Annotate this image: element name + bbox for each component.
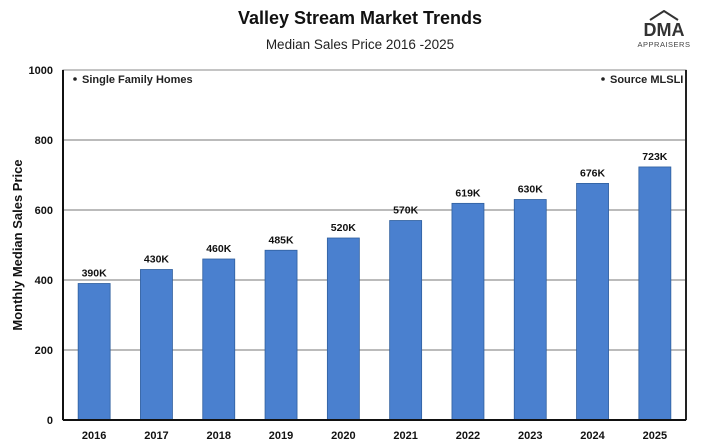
x-tick-label: 2017	[144, 430, 168, 442]
y-axis-label: Monthly Median Sales Price	[10, 159, 25, 330]
bar-2019	[264, 249, 298, 421]
y-tick-label: 0	[47, 415, 53, 427]
bar-2021	[389, 220, 423, 421]
x-tick-label: 2018	[207, 430, 231, 442]
data-label: 390K	[82, 268, 108, 280]
x-tick-label: 2023	[518, 430, 542, 442]
data-label: 619K	[455, 187, 481, 199]
data-label: 723K	[642, 151, 668, 163]
x-tick-label: 2021	[393, 430, 417, 442]
x-tick-label: 2020	[331, 430, 355, 442]
x-tick-label: 2025	[643, 430, 667, 442]
svg-text:DMA: DMA	[644, 20, 685, 40]
bar-2018	[202, 258, 236, 421]
y-tick-label: 600	[35, 205, 53, 217]
x-tick-label: 2016	[82, 430, 106, 442]
y-tick-label: 1000	[29, 65, 53, 77]
data-label: 520K	[331, 222, 357, 234]
bar-2024	[576, 182, 609, 421]
annotation-single-family: Single Family Homes	[82, 74, 193, 86]
data-label: 676K	[580, 167, 606, 179]
x-tick-label: 2019	[269, 430, 293, 442]
y-tick-label: 800	[35, 135, 53, 147]
y-tick-label: 200	[35, 345, 53, 357]
bar-2017	[140, 269, 173, 421]
chart-subtitle: Median Sales Price 2016 -2025	[265, 37, 455, 52]
data-label: 430K	[144, 254, 170, 266]
x-tick-label: 2024	[580, 430, 605, 442]
bar-2022	[451, 202, 485, 421]
annotation-bullet	[73, 77, 77, 81]
data-label: 460K	[206, 243, 232, 255]
dma-logo: DMA APPRAISERS	[638, 10, 691, 49]
chart-title: Valley Stream Market Trends	[237, 8, 483, 28]
annotation-bullet	[601, 77, 605, 81]
x-tick-label: 2022	[456, 430, 480, 442]
bar-2023	[513, 199, 547, 421]
data-label: 485K	[268, 234, 294, 246]
svg-text:APPRAISERS: APPRAISERS	[638, 40, 691, 49]
bar-2020	[326, 237, 360, 421]
data-label: 630K	[518, 184, 544, 196]
bar-2025	[638, 166, 672, 421]
data-label: 570K	[393, 205, 419, 217]
bar-2016	[77, 283, 111, 421]
y-tick-label: 400	[35, 275, 53, 287]
annotation-source: Source MLSLI	[610, 74, 683, 86]
